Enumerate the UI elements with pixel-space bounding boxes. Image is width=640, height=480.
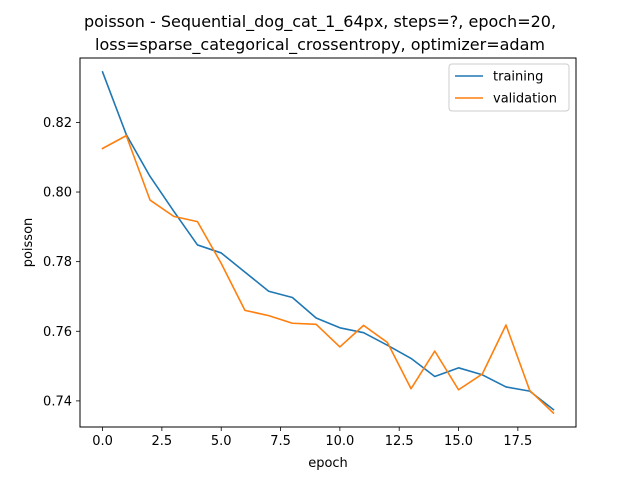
legend: training validation	[448, 63, 570, 112]
y-tick-label: 0.76	[43, 325, 72, 340]
series-line-training	[101, 70, 555, 411]
series-line-validation	[101, 134, 555, 415]
y-tick-label: 0.82	[43, 116, 72, 131]
x-tick-label: 17.5	[503, 434, 532, 449]
legend-label-training: training	[493, 70, 543, 85]
x-tick-label: 5.0	[211, 434, 232, 449]
x-tick-label: 7.5	[270, 434, 291, 449]
x-tick-label: 0.0	[92, 434, 113, 449]
legend-label-validation: validation	[493, 92, 557, 107]
y-axis-label: poisson	[21, 218, 36, 268]
plot-lines	[101, 70, 555, 415]
y-tick-label: 0.74	[43, 394, 72, 409]
y-tick-label: 0.80	[43, 186, 72, 201]
chart-title-line-2: loss=sparse_categorical_crossentropy, op…	[95, 35, 545, 54]
x-axis-label: epoch	[308, 456, 348, 471]
chart-title-line-1: poisson - Sequential_dog_cat_1_64px, ste…	[83, 12, 557, 31]
x-tick-label: 2.5	[152, 434, 173, 449]
y-axis-ticks: 0.74 0.76 0.78 0.80 0.82	[43, 116, 80, 409]
x-axis-ticks: 0.0 2.5 5.0 7.5 10.0 12.5 15.0 17.5	[92, 427, 532, 449]
x-tick-label: 15.0	[444, 434, 473, 449]
x-tick-label: 10.0	[325, 434, 354, 449]
x-tick-label: 12.5	[385, 434, 414, 449]
y-tick-label: 0.78	[43, 255, 72, 270]
plot-frame	[79, 57, 577, 428]
